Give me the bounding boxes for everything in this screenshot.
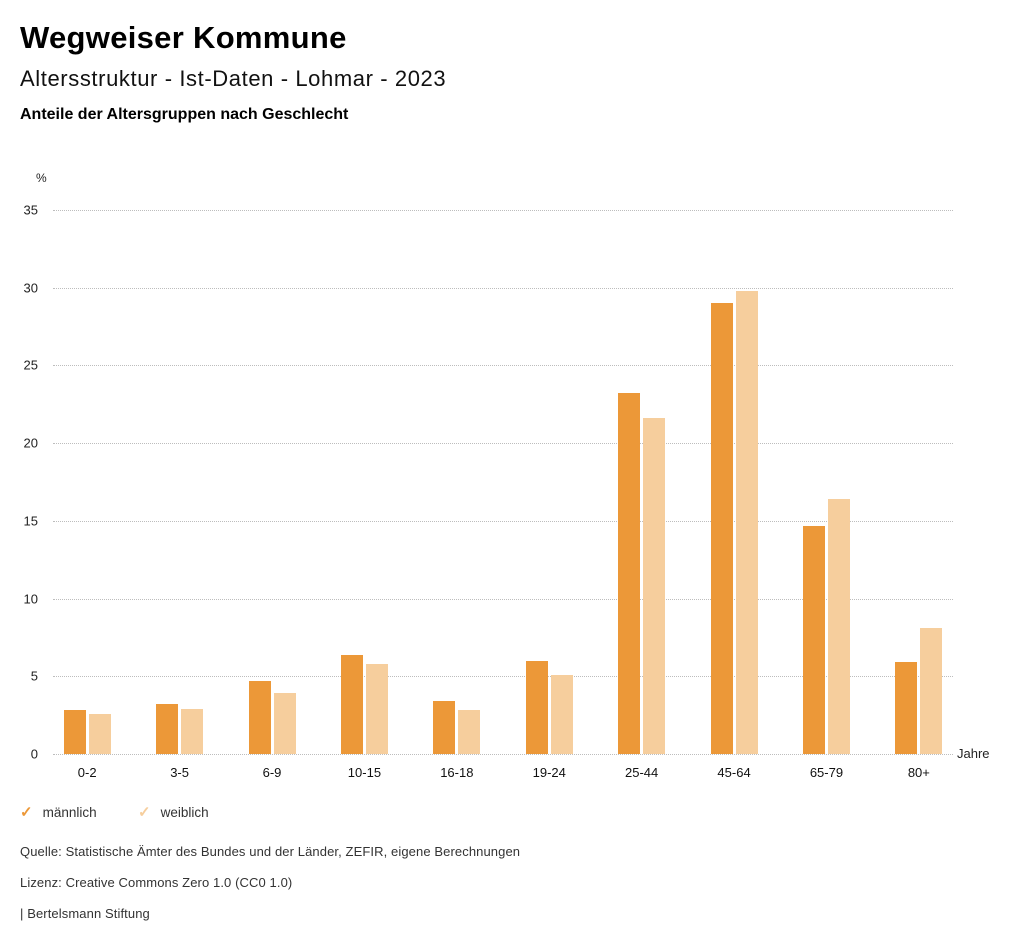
bar-männlich-3-5[interactable]: [156, 704, 179, 754]
gridline-30: [53, 287, 953, 289]
y-axis-unit-label: %: [36, 171, 47, 185]
bar-group-45-64: [688, 210, 780, 754]
chart-subtitle: Altersstruktur - Ist-Daten - Lohmar - 20…: [20, 66, 447, 91]
y-tick-10: 10: [23, 591, 38, 607]
bar-weiblich-80+[interactable]: [920, 628, 943, 754]
bar-group-6-9: [226, 210, 318, 754]
gridline-20: [53, 443, 953, 445]
y-axis-tick-labels: 35 30 25 20 15 10 5 0: [0, 203, 38, 762]
bar-männlich-16-18[interactable]: [433, 701, 456, 754]
bar-weiblich-6-9[interactable]: [273, 693, 296, 754]
bar-group-19-24: [503, 210, 595, 754]
bar-männlich-19-24[interactable]: [525, 660, 548, 754]
y-tick-15: 15: [23, 513, 38, 529]
bar-männlich-6-9[interactable]: [248, 680, 271, 754]
x-axis-tick-labels: 0-2 3-5 6-9 10-15 16-18 19-24 25-44 45-64 65-79 8…: [41, 765, 965, 780]
x-tick-10-15: 10-15: [347, 765, 382, 780]
x-tick-80+: 80+: [907, 765, 930, 780]
x-axis-unit-label: Jahre: [957, 746, 990, 761]
gridline-35: [53, 210, 953, 211]
x-tick-19-24: 19-24: [532, 765, 566, 780]
bar-männlich-25-44[interactable]: [618, 393, 641, 754]
legend-item-weiblich[interactable]: ✓ weiblich: [138, 803, 256, 821]
checkmark-icon: ✓: [20, 804, 33, 821]
license-text: Lizenz: Creative Commons Zero 1.0 (CC0 1…: [20, 875, 293, 890]
y-tick-0: 0: [30, 746, 38, 762]
x-tick-45-64: 45-64: [717, 765, 751, 780]
chart-bars-layer: [41, 210, 965, 754]
gridline-10: [53, 598, 953, 600]
legend-label: männlich: [42, 804, 97, 820]
bar-group-10-15: [318, 210, 410, 754]
legend-item-männlich[interactable]: ✓ männlich: [20, 803, 138, 821]
bar-weiblich-19-24[interactable]: [550, 674, 573, 754]
y-tick-25: 25: [23, 357, 38, 373]
gridline-5: [53, 676, 953, 678]
x-tick-25-44: 25-44: [625, 765, 659, 780]
bar-männlich-80+[interactable]: [895, 662, 918, 754]
checkmark-icon: ✓: [138, 804, 151, 821]
y-tick-5: 5: [30, 668, 38, 684]
bar-männlich-45-64[interactable]: [710, 303, 733, 754]
x-tick-6-9: 6-9: [262, 765, 282, 780]
bar-group-25-44: [595, 210, 687, 754]
bar-group-16-18: [411, 210, 503, 754]
x-tick-0-2: 0-2: [77, 765, 97, 780]
x-tick-16-18: 16-18: [440, 765, 474, 780]
page-title: Wegweiser Kommune: [20, 20, 347, 55]
y-tick-35: 35: [23, 202, 38, 218]
gridline-25: [53, 365, 953, 367]
bar-männlich-10-15[interactable]: [340, 654, 363, 754]
x-tick-3-5: 3-5: [170, 765, 189, 780]
bar-weiblich-3-5[interactable]: [181, 708, 204, 754]
bar-weiblich-25-44[interactable]: [643, 418, 666, 754]
bar-männlich-65-79[interactable]: [802, 525, 825, 754]
bar-weiblich-65-79[interactable]: [827, 499, 850, 754]
legend-label: weiblich: [160, 804, 209, 820]
gridline-15: [53, 520, 953, 522]
y-tick-30: 30: [23, 280, 38, 296]
bar-group-80+: [873, 210, 965, 754]
bar-weiblich-10-15[interactable]: [365, 663, 388, 754]
bar-weiblich-0-2[interactable]: [88, 713, 111, 754]
bar-group-3-5: [133, 210, 225, 754]
bar-weiblich-45-64[interactable]: [735, 290, 758, 754]
attribution-text: | Bertelsmann Stiftung: [20, 906, 150, 921]
gridline-0: [53, 754, 953, 755]
x-tick-65-79: 65-79: [809, 765, 844, 780]
bar-weiblich-16-18[interactable]: [458, 710, 481, 754]
source-text: Quelle: Statistische Ämter des Bundes un…: [20, 844, 521, 859]
bar-männlich-0-2[interactable]: [63, 710, 86, 754]
y-tick-20: 20: [23, 435, 38, 451]
bar-group-65-79: [780, 210, 872, 754]
bar-group-0-2: [41, 210, 133, 754]
chart-legend: ✓ männlich ✓ weiblich: [20, 803, 256, 821]
chart-plot-area: [53, 210, 953, 755]
chart-heading: Anteile der Altersgruppen nach Geschlech…: [20, 106, 349, 123]
